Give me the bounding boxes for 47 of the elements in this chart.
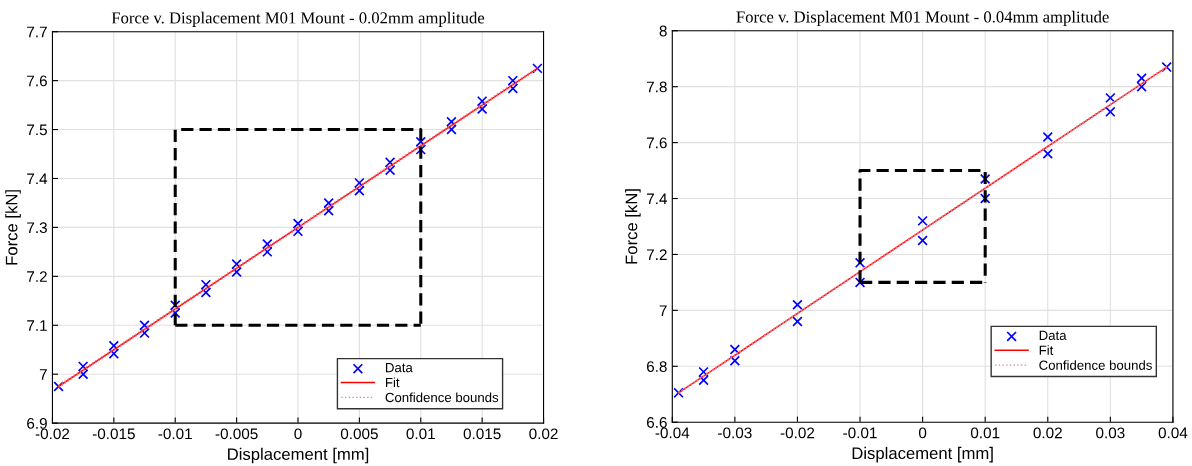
y-tick-label: 7.5	[27, 124, 47, 136]
chart-title: Force v. Displacement M01 Mount - 0.02mm amplitude	[111, 11, 485, 27]
y-axis-title: Force [kN]	[625, 189, 641, 264]
x-tick-label: 0.01	[970, 427, 1000, 439]
y-tick-label: 7.4	[27, 173, 48, 185]
x-tick-label: -0.02	[780, 427, 815, 439]
x-axis-title: Displacement [mm]	[228, 447, 369, 464]
y-tick-label: 7	[39, 369, 47, 380]
y-tick-label: 7.6	[27, 75, 47, 87]
x-tick-label: 0.005	[340, 428, 378, 440]
x-tick-label: -0.015	[92, 428, 135, 440]
legend-label: Data	[1039, 330, 1067, 341]
y-tick-label: 7.2	[646, 249, 667, 260]
x-tick-label: -0.005	[215, 428, 258, 440]
y-tick-label: 6.9	[27, 418, 47, 429]
y-tick-label: 7.7	[27, 26, 47, 38]
x-tick-label: 0.01	[406, 428, 435, 440]
x-tick-label: 0.03	[1096, 427, 1125, 439]
y-axis-title: Force [kN]	[5, 190, 21, 265]
y-tick-label: 7.3	[27, 222, 47, 234]
legend-label: Data	[386, 363, 413, 373]
legend-label: Confidence bounds	[385, 392, 499, 403]
x-tick-label: 0.02	[529, 428, 558, 440]
y-tick-label: 7.4	[646, 193, 667, 205]
legend-label: Fit	[386, 377, 400, 388]
chart-title: Force v. Displacement M01 Mount - 0.04mm amplitude	[736, 10, 1109, 26]
x-tick-label: -0.03	[718, 427, 752, 439]
x-tick-label: -0.04	[655, 427, 690, 439]
x-tick-label: -0.01	[843, 427, 877, 439]
x-tick-label: 0.04	[1158, 427, 1188, 439]
y-tick-label: 7.8	[646, 81, 667, 93]
x-tick-label: -0.01	[158, 428, 192, 440]
y-tick-label: 7	[659, 305, 667, 316]
x-tick-label: 0	[918, 427, 927, 439]
y-tick-label: 6.6	[646, 417, 667, 428]
x-tick-label: 0	[294, 428, 302, 440]
legend-label: Fit	[1039, 345, 1054, 355]
x-tick-label: 0.02	[1033, 427, 1062, 439]
x-tick-label: 0.015	[463, 428, 501, 440]
legend-label: Confidence bounds	[1039, 360, 1152, 370]
y-tick-label: 7.6	[646, 137, 667, 149]
y-tick-label: 7.1	[27, 320, 47, 331]
y-tick-label: 8	[659, 25, 667, 37]
x-axis-title: Displacement [mm]	[852, 446, 993, 463]
y-tick-label: 6.8	[646, 361, 667, 372]
x-tick-label: -0.02	[35, 428, 70, 440]
y-tick-label: 7.2	[27, 271, 47, 282]
